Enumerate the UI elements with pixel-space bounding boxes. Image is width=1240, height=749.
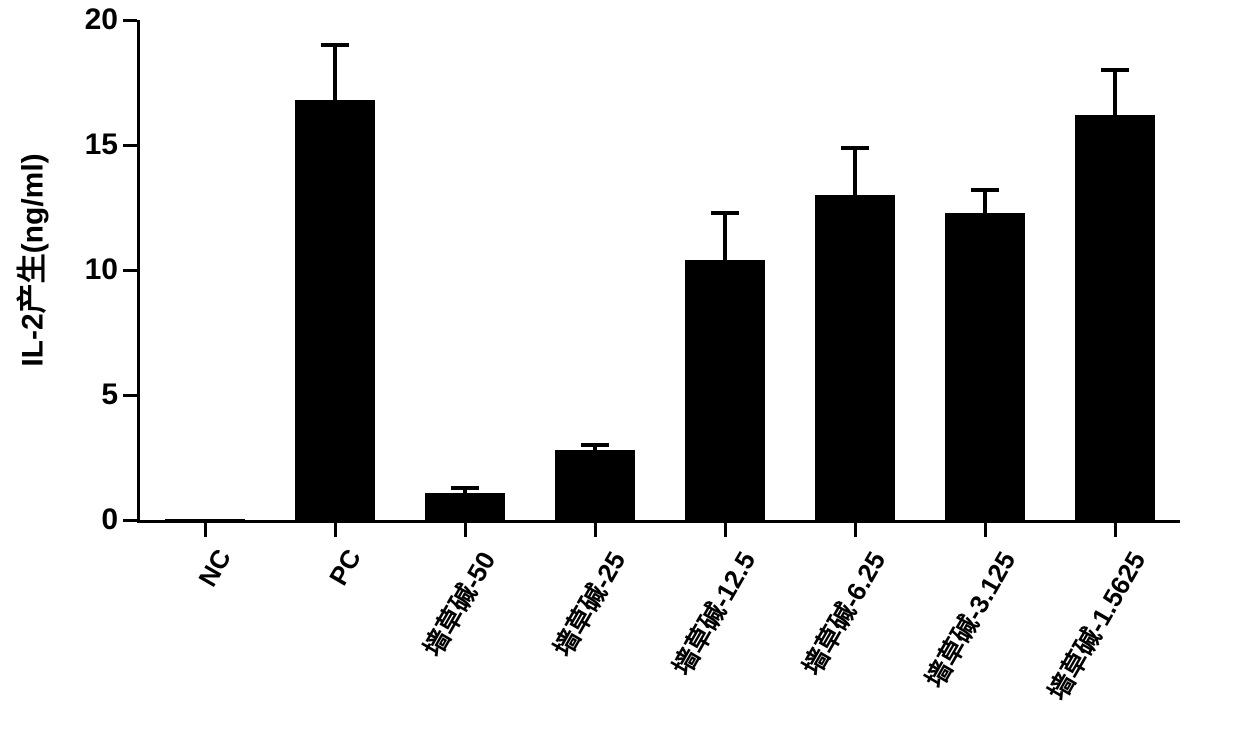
x-tick <box>724 523 727 537</box>
y-tick <box>123 19 137 22</box>
bar <box>945 213 1026 521</box>
y-axis-label-wrap: IL-2产生(ng/ml) <box>10 0 50 520</box>
x-tick <box>204 523 207 537</box>
y-tick <box>123 519 137 522</box>
error-bar-cap <box>321 43 349 47</box>
x-tick <box>464 523 467 537</box>
x-tick <box>854 523 857 537</box>
y-axis-label: IL-2产生(ng/ml) <box>8 153 52 366</box>
x-tick-label: PC <box>241 544 368 733</box>
y-tick-label: 20 <box>85 3 118 37</box>
y-tick-label: 5 <box>101 378 118 412</box>
bar <box>425 493 506 521</box>
bar <box>685 260 766 520</box>
x-tick <box>594 523 597 537</box>
chart-container: IL-2产生(ng/ml) 05101520NCPC墙草碱-50墙草碱-25墙草… <box>0 0 1240 749</box>
error-bar-cap <box>841 146 869 150</box>
y-axis-line <box>137 20 140 523</box>
x-tick-label: 墙草碱-25 <box>501 544 633 736</box>
x-tick-label: 墙草碱-6.25 <box>761 544 893 736</box>
error-bar-stem <box>853 148 857 196</box>
x-tick-label: NC <box>111 544 238 733</box>
x-tick-label: 墙草碱-1.5625 <box>1021 544 1153 736</box>
plot-area <box>140 20 1180 520</box>
y-tick-label: 0 <box>101 503 118 537</box>
bar <box>1075 115 1156 520</box>
x-tick <box>334 523 337 537</box>
y-tick <box>123 269 137 272</box>
bar <box>295 100 376 520</box>
error-bar-cap <box>1101 68 1129 72</box>
x-tick-label: 墙草碱-3.125 <box>891 544 1023 736</box>
y-tick <box>123 394 137 397</box>
y-tick <box>123 144 137 147</box>
error-bar-stem <box>333 45 337 100</box>
error-bar-stem <box>983 190 987 213</box>
bar <box>815 195 896 520</box>
error-bar-stem <box>723 213 727 261</box>
x-tick <box>984 523 987 537</box>
bar <box>165 519 246 520</box>
error-bar-cap <box>581 443 609 447</box>
error-bar-cap <box>971 188 999 192</box>
x-tick-label: 墙草碱-12.5 <box>631 544 763 736</box>
x-tick-label: 墙草碱-50 <box>371 544 503 736</box>
x-axis-line <box>137 520 1180 523</box>
y-tick-label: 15 <box>85 128 118 162</box>
error-bar-stem <box>1113 70 1117 115</box>
y-tick-label: 10 <box>85 253 118 287</box>
bar <box>555 450 636 520</box>
error-bar-cap <box>451 486 479 490</box>
error-bar-cap <box>711 211 739 215</box>
x-tick <box>1114 523 1117 537</box>
